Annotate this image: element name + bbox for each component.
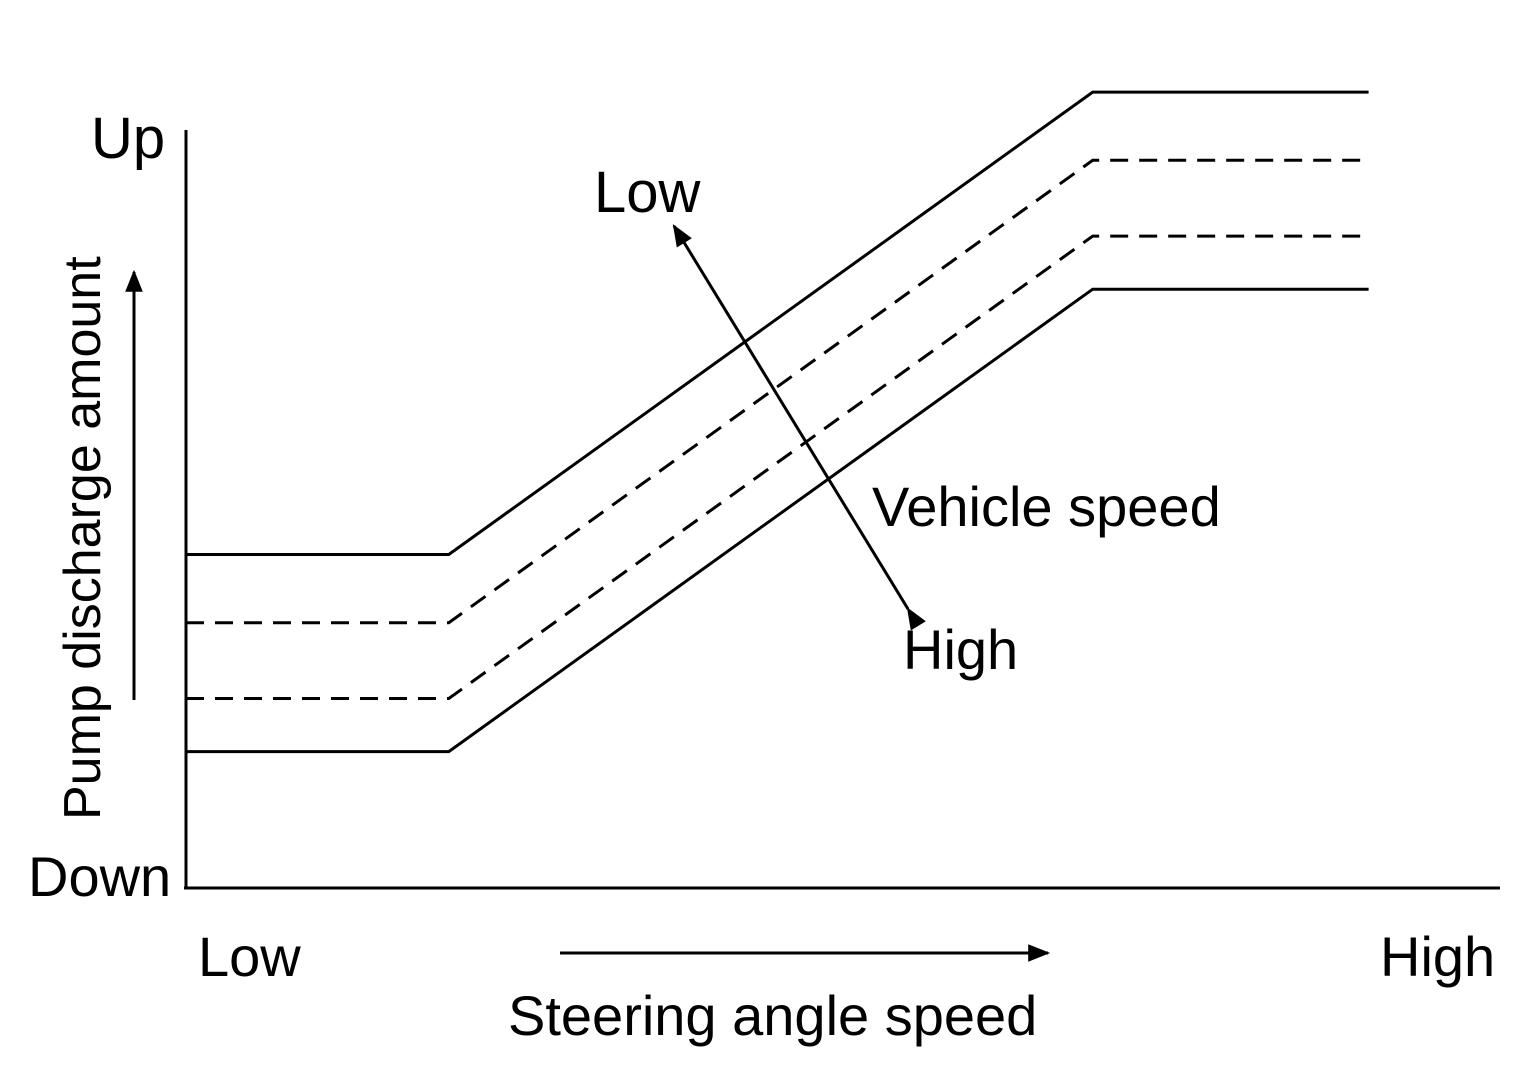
series-line-3: [186, 234, 1369, 700]
series-group: [186, 90, 1369, 754]
y-max-label: Up: [91, 106, 165, 171]
vehicle-speed-high-label: High: [903, 618, 1018, 681]
y-axis-title: Pump discharge amount: [54, 256, 112, 820]
x-max-label: High: [1380, 925, 1495, 988]
vehicle-speed-arrow: [672, 224, 926, 631]
series-line-2: [186, 158, 1369, 625]
vehicle-speed-low-label: Low: [594, 160, 702, 225]
vehicle-speed-label: Vehicle speed: [872, 475, 1221, 538]
y-min-label: Down: [28, 845, 171, 908]
x-min-label: Low: [198, 925, 301, 988]
x-axis-title: Steering angle speed: [508, 984, 1037, 1047]
